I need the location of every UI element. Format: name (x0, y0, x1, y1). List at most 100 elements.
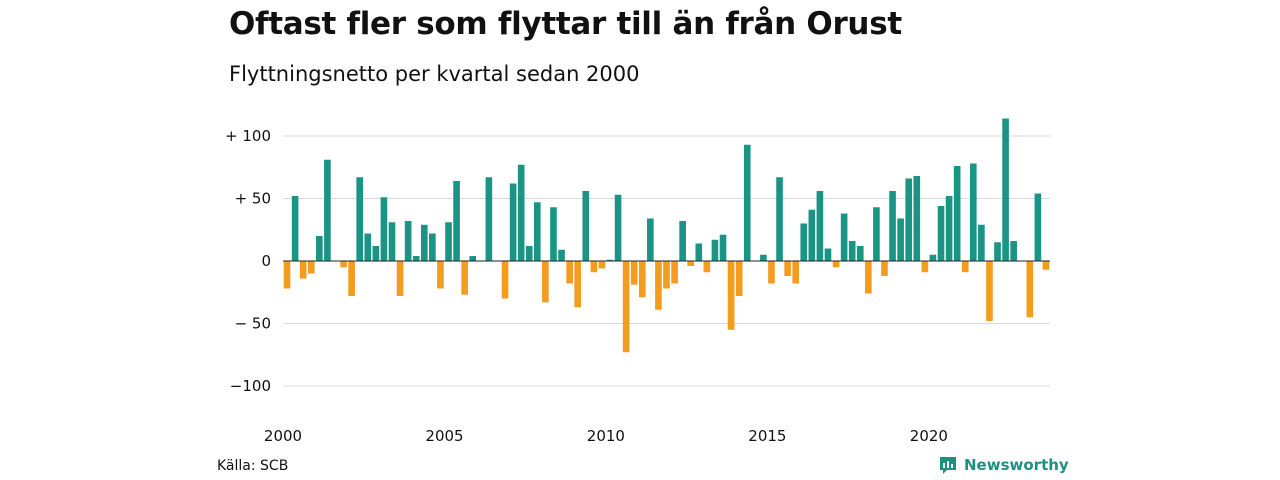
bar (534, 202, 541, 261)
bar (445, 222, 452, 261)
bar (784, 261, 791, 276)
bar (582, 191, 590, 261)
y-tick-label: + 100 (225, 127, 271, 145)
x-tick-label: 2005 (425, 427, 463, 445)
bar (671, 261, 678, 284)
bar (372, 246, 380, 261)
bar (679, 221, 686, 261)
bar (848, 241, 856, 261)
bar (525, 246, 533, 261)
newsworthy-logo-icon (940, 457, 956, 474)
source-note: Källa: SCB (217, 458, 289, 474)
bar (348, 261, 355, 296)
bar (412, 256, 420, 261)
bar (768, 261, 775, 284)
bar (380, 197, 388, 261)
bar (969, 163, 977, 261)
bar (873, 207, 880, 261)
bar (792, 261, 799, 284)
bar (800, 223, 808, 261)
axis-labels: + 100 + 50 0 − 50 −100 2000 2005 2010 2015 2020 (225, 127, 948, 445)
bar (566, 261, 573, 284)
bar (291, 196, 299, 261)
bar (501, 261, 509, 299)
bar (663, 261, 670, 289)
bar (953, 166, 961, 261)
bar (324, 159, 331, 261)
bar (937, 206, 945, 261)
bar (307, 261, 315, 274)
bar (913, 176, 921, 261)
bar (1042, 261, 1050, 270)
bar (437, 261, 444, 289)
bar (461, 261, 468, 295)
bar (429, 233, 436, 261)
bar (550, 207, 557, 261)
bar (647, 218, 654, 261)
y-tick-label: −100 (230, 377, 271, 395)
bar (1026, 261, 1034, 318)
bar (776, 177, 783, 261)
bar (727, 261, 735, 330)
y-tick-label: − 50 (235, 315, 271, 333)
bar (453, 181, 460, 261)
bar (598, 261, 606, 269)
bar (517, 164, 525, 261)
bar (856, 246, 864, 261)
brand-logo: Newsworthy (938, 455, 1069, 475)
bar (630, 261, 638, 285)
bar (1034, 193, 1042, 261)
bar (687, 261, 695, 266)
y-tick-label: 0 (261, 252, 271, 270)
bar (655, 261, 662, 310)
bar (760, 254, 767, 261)
bar (396, 261, 404, 296)
bars (283, 118, 1050, 353)
bar (905, 178, 913, 261)
bar (929, 254, 937, 261)
x-tick-label: 2000 (264, 427, 302, 445)
bar (299, 261, 307, 279)
bar (509, 183, 517, 261)
bar (743, 144, 751, 261)
bar (840, 213, 848, 261)
bar (832, 261, 840, 268)
y-tick-label: + 50 (235, 190, 271, 208)
bar (921, 261, 929, 273)
bar (865, 261, 872, 294)
bar (388, 222, 396, 261)
bar (1010, 241, 1017, 261)
x-tick-label: 2010 (587, 427, 625, 445)
chart-subtitle: Flyttningsnetto per kvartal sedan 2000 (229, 62, 640, 86)
bar (735, 261, 743, 296)
bar (808, 209, 816, 261)
bar (558, 249, 565, 261)
x-tick-label: 2015 (748, 427, 786, 445)
bar (485, 177, 493, 261)
bar (703, 261, 711, 273)
bar (1002, 118, 1009, 261)
bar (420, 224, 428, 261)
bar (614, 194, 622, 261)
bar (986, 261, 993, 321)
bar (978, 224, 985, 261)
bar (824, 248, 832, 261)
bar (945, 196, 953, 261)
bar (816, 191, 824, 261)
bar (695, 243, 703, 261)
bar (622, 261, 630, 353)
bar (574, 261, 581, 308)
bar (283, 261, 291, 289)
bar (590, 261, 598, 273)
bar (542, 261, 549, 303)
bar (889, 191, 896, 261)
bar (961, 261, 969, 273)
brand-name: Newsworthy (964, 456, 1069, 474)
x-tick-label: 2020 (910, 427, 948, 445)
bar (638, 261, 646, 298)
bar (469, 256, 477, 261)
chart-title: Oftast fler som flyttar till än från Oru… (229, 6, 902, 42)
bar (340, 261, 347, 268)
bar (356, 177, 364, 261)
